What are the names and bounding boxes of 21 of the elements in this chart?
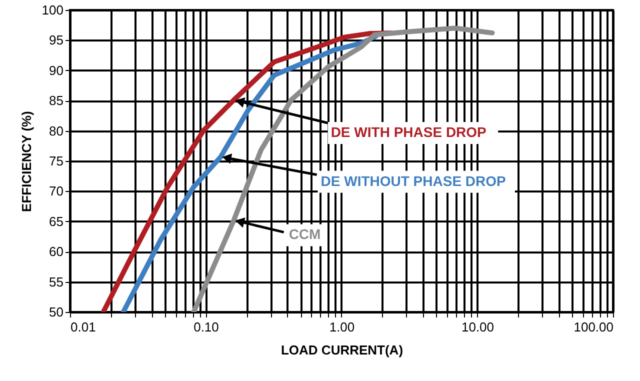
x-tick-label: 10.00 — [461, 320, 494, 334]
text: DE WITH PHASE DROP — [330, 124, 486, 140]
text: CCM — [288, 226, 321, 242]
y-tick-label: 85 — [49, 93, 64, 108]
y-tick-label: 80 — [49, 123, 64, 138]
y-tick-label: 75 — [49, 154, 64, 168]
x-axis-title: LOAD CURRENT(A) — [280, 342, 404, 358]
y-tick-label: 65 — [49, 214, 64, 229]
y-tick-label: 50 — [49, 304, 64, 320]
y-tick-label: 95 — [49, 32, 64, 48]
y-tick-label: 100 — [42, 2, 64, 18]
y-tick-label: 55 — [49, 274, 64, 290]
x-tick-label: 1.00 — [329, 320, 355, 334]
y-axis-title: EFFICIENCY (%) — [18, 111, 34, 212]
x-tick-label: 100.00 — [574, 320, 614, 334]
y-tick-label: 70 — [49, 184, 64, 199]
x-tick-label: 0.10 — [194, 320, 219, 334]
x-tick-label: 0.01 — [70, 320, 96, 334]
text: DE WITHOUT PHASE DROP — [320, 172, 506, 189]
y-tick-label: 90 — [49, 62, 64, 78]
y-tick-label: 60 — [49, 244, 64, 260]
